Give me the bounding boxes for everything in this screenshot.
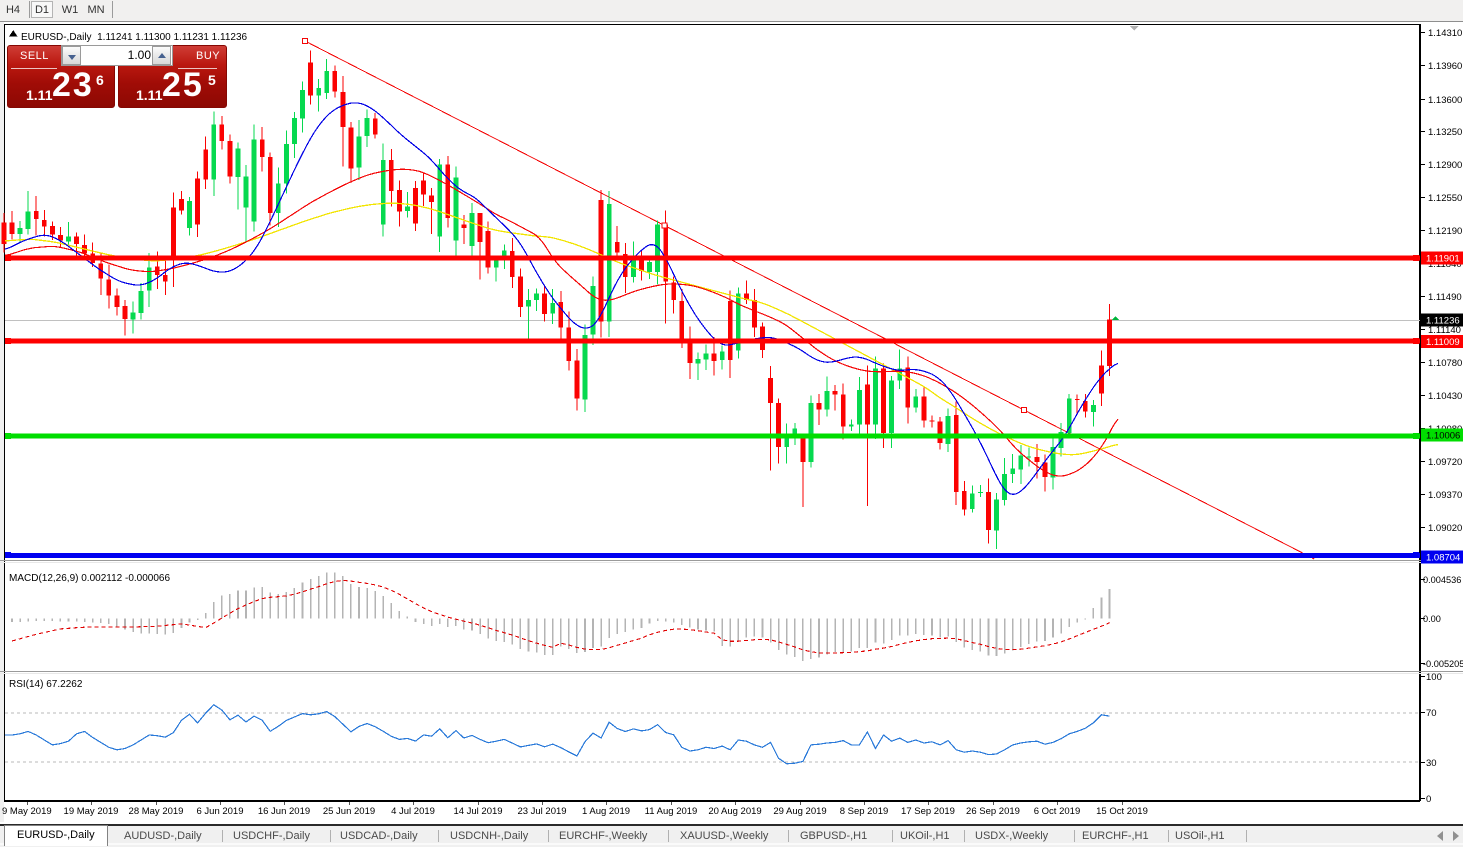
svg-text:RSI(14) 67.2262: RSI(14) 67.2262 — [9, 679, 83, 690]
svg-text:1.10430: 1.10430 — [1428, 391, 1462, 402]
svg-text:0: 0 — [1426, 794, 1431, 805]
svg-text:11 Aug 2019: 11 Aug 2019 — [645, 806, 698, 817]
svg-text:28 May 2019: 28 May 2019 — [129, 806, 184, 817]
svg-text:15 Oct 2019: 15 Oct 2019 — [1096, 806, 1148, 817]
svg-text:17 Sep 2019: 17 Sep 2019 — [901, 806, 955, 817]
svg-text:1.13600: 1.13600 — [1428, 95, 1462, 106]
svg-text:9 May 2019: 9 May 2019 — [2, 806, 52, 817]
svg-text:16 Jun 2019: 16 Jun 2019 — [258, 806, 310, 817]
svg-text:23 Jul 2019: 23 Jul 2019 — [517, 806, 566, 817]
svg-text:1.13960: 1.13960 — [1428, 61, 1462, 72]
svg-text:14 Jul 2019: 14 Jul 2019 — [453, 806, 502, 817]
svg-text:25 Jun 2019: 25 Jun 2019 — [323, 806, 375, 817]
svg-text:0.004536: 0.004536 — [1423, 575, 1461, 585]
svg-text:0.00: 0.00 — [1423, 614, 1441, 624]
svg-text:MACD(12,26,9) 0.002112 -0.0000: MACD(12,26,9) 0.002112 -0.000066 — [9, 573, 170, 584]
svg-text:20 Aug 2019: 20 Aug 2019 — [708, 806, 761, 817]
svg-text:1.12900: 1.12900 — [1428, 160, 1462, 171]
svg-text:1.13250: 1.13250 — [1428, 127, 1462, 138]
svg-text:1.09720: 1.09720 — [1428, 457, 1462, 468]
svg-text:4 Jul 2019: 4 Jul 2019 — [391, 806, 435, 817]
svg-text:6 Jun 2019: 6 Jun 2019 — [196, 806, 243, 817]
svg-text:1.11140: 1.11140 — [1428, 325, 1461, 336]
svg-text:70: 70 — [1426, 708, 1437, 719]
svg-text:1.11490: 1.11490 — [1428, 292, 1462, 303]
svg-text:1.14310: 1.14310 — [1428, 28, 1462, 39]
svg-text:1.08704: 1.08704 — [1426, 552, 1460, 563]
svg-text:100: 100 — [1426, 672, 1442, 683]
svg-text:1.11009: 1.11009 — [1426, 337, 1460, 348]
svg-text:8 Sep 2019: 8 Sep 2019 — [840, 806, 889, 817]
svg-text:1.12190: 1.12190 — [1428, 226, 1462, 237]
svg-text:1.10780: 1.10780 — [1428, 358, 1462, 369]
svg-text:1.11236: 1.11236 — [1426, 316, 1460, 327]
svg-text:-0.005205: -0.005205 — [1423, 659, 1463, 669]
svg-text:1.11901: 1.11901 — [1426, 254, 1460, 265]
svg-text:29 Aug 2019: 29 Aug 2019 — [773, 806, 826, 817]
svg-text:6 Oct 2019: 6 Oct 2019 — [1034, 806, 1080, 817]
svg-text:1 Aug 2019: 1 Aug 2019 — [582, 806, 630, 817]
svg-text:1.09370: 1.09370 — [1428, 490, 1462, 501]
svg-text:30: 30 — [1426, 758, 1437, 769]
svg-text:1.09020: 1.09020 — [1428, 523, 1462, 534]
svg-text:EURUSD-,Daily 1.11241 1.11300: EURUSD-,Daily 1.11241 1.11300 1.11231 1.… — [21, 32, 248, 43]
svg-text:1.12550: 1.12550 — [1428, 193, 1462, 204]
svg-text:1.10006: 1.10006 — [1426, 431, 1460, 442]
svg-text:19 May 2019: 19 May 2019 — [64, 806, 119, 817]
svg-text:26 Sep 2019: 26 Sep 2019 — [966, 806, 1020, 817]
